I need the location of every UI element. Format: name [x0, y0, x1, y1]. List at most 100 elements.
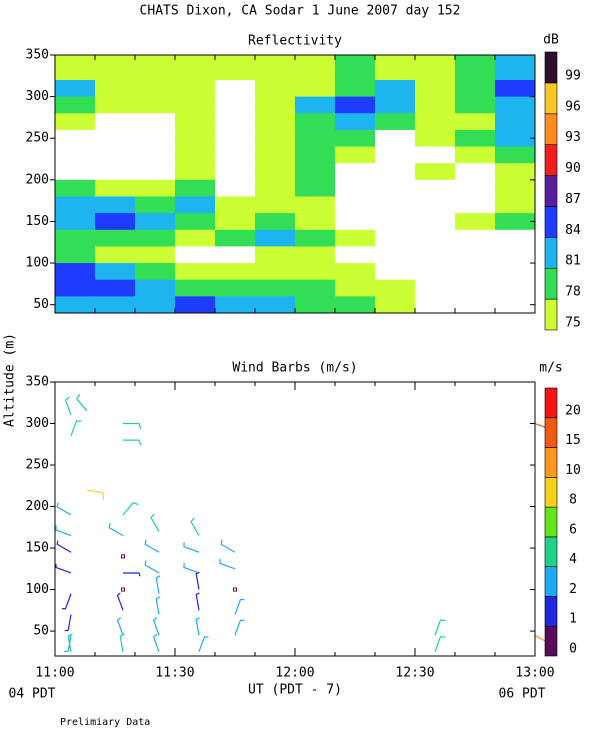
colorbar-swatch: [544, 506, 558, 538]
heat-cell: [415, 179, 456, 197]
heat-cell: [255, 263, 296, 281]
heat-cell: [255, 55, 296, 81]
heat-cell: [215, 96, 256, 114]
colorbar-swatch: [544, 566, 558, 597]
heat-cell: [175, 179, 216, 197]
heat-cell: [455, 279, 496, 297]
colorbar-swatch: [544, 298, 558, 331]
heat-cell: [55, 129, 96, 148]
x-tick-label: 12:00: [275, 666, 314, 681]
panel-title: Wind Barbs (m/s): [232, 361, 357, 376]
wind-barb: [70, 420, 82, 437]
heat-cell: [175, 146, 216, 164]
heat-cell: [495, 55, 535, 81]
heat-cell: [175, 113, 216, 131]
y-tick-label: 50: [33, 297, 49, 312]
heatmap: [55, 55, 535, 313]
colorbar-label: 90: [565, 161, 581, 176]
y-tick-label: 350: [26, 48, 49, 63]
heat-cell: [335, 55, 376, 81]
heat-cell: [495, 179, 535, 197]
heat-cell: [415, 229, 456, 247]
wind-barb: [434, 619, 446, 636]
heat-cell: [335, 279, 376, 297]
colorbar-label: 78: [565, 285, 581, 300]
heat-cell: [135, 113, 176, 131]
heat-cell: [95, 55, 136, 81]
heat-cell: [455, 229, 496, 247]
heat-cell: [295, 246, 336, 264]
heat-cell: [255, 79, 296, 98]
wind-barb: [75, 393, 88, 412]
heat-cell: [295, 279, 336, 297]
heat-cell: [95, 213, 136, 231]
wind-barb: [144, 560, 160, 574]
wind-barb: [195, 617, 201, 636]
heat-cell: [295, 146, 336, 164]
heat-cell: [255, 146, 296, 164]
wind-barb: [119, 633, 125, 652]
colorbar-unit: m/s: [539, 361, 562, 376]
heat-cell: [95, 263, 136, 281]
heat-cell: [455, 55, 496, 81]
y-tick-label: 50: [33, 624, 49, 639]
heat-cell: [455, 196, 496, 214]
heat-cell: [455, 246, 496, 264]
x-axis-label: UT (PDT - 7): [248, 683, 342, 698]
heat-cell: [335, 129, 376, 148]
heat-cell: [95, 296, 136, 313]
heat-cell: [135, 55, 176, 81]
heat-cell: [495, 129, 535, 148]
colorbar-swatch: [544, 596, 558, 627]
heat-cell: [335, 146, 376, 164]
heat-cell: [295, 229, 336, 247]
wind-barb: [64, 635, 72, 653]
heat-cell: [175, 213, 216, 231]
y-tick-label: 100: [26, 256, 49, 271]
heat-cell: [335, 213, 376, 231]
colorbar-label: 81: [565, 254, 581, 269]
heat-cell: [415, 196, 456, 214]
wind-barb: [155, 575, 161, 594]
heat-cell: [255, 296, 296, 313]
heat-cell: [295, 79, 336, 98]
wind-barb: [123, 572, 141, 577]
colorbar-swatch: [544, 113, 558, 145]
colorbar-label: 6: [569, 522, 577, 537]
heat-cell: [375, 163, 416, 181]
heat-cell: [175, 229, 216, 247]
heat-cell: [455, 129, 496, 148]
colorbar-swatch: [544, 237, 558, 269]
wind-barb: [190, 517, 200, 536]
heat-cell: [135, 129, 176, 148]
heat-cell: [335, 79, 376, 98]
colorbar-swatch: [544, 387, 558, 419]
heat-cell: [55, 55, 96, 81]
x-tick-label: 13:00: [515, 666, 554, 681]
heat-cell: [135, 263, 176, 281]
wind-barb: [195, 571, 200, 590]
heat-cell: [495, 113, 535, 131]
heat-cell: [335, 246, 376, 264]
heat-cell: [215, 179, 256, 197]
y-tick-label: 250: [26, 458, 49, 473]
heat-cell: [415, 96, 456, 114]
colorbar-swatch: [544, 267, 558, 300]
heat-cell: [335, 296, 376, 313]
heat-cell: [415, 246, 456, 264]
heat-cell: [255, 196, 296, 214]
wind-barb: [123, 422, 142, 429]
heat-cell: [375, 263, 416, 281]
heat-cell: [375, 79, 416, 98]
wind-barb: [56, 540, 72, 553]
heat-cell: [215, 279, 256, 297]
heat-cell: [135, 279, 176, 297]
wind-barb: [55, 563, 72, 574]
wind-barb: [67, 633, 73, 652]
colorbar-label: 75: [565, 316, 581, 331]
heat-cell: [135, 163, 176, 181]
time-note: 06 PDT: [499, 687, 546, 702]
heat-cell: [415, 129, 456, 148]
heat-cell: [455, 163, 496, 181]
heat-cell: [415, 263, 456, 281]
